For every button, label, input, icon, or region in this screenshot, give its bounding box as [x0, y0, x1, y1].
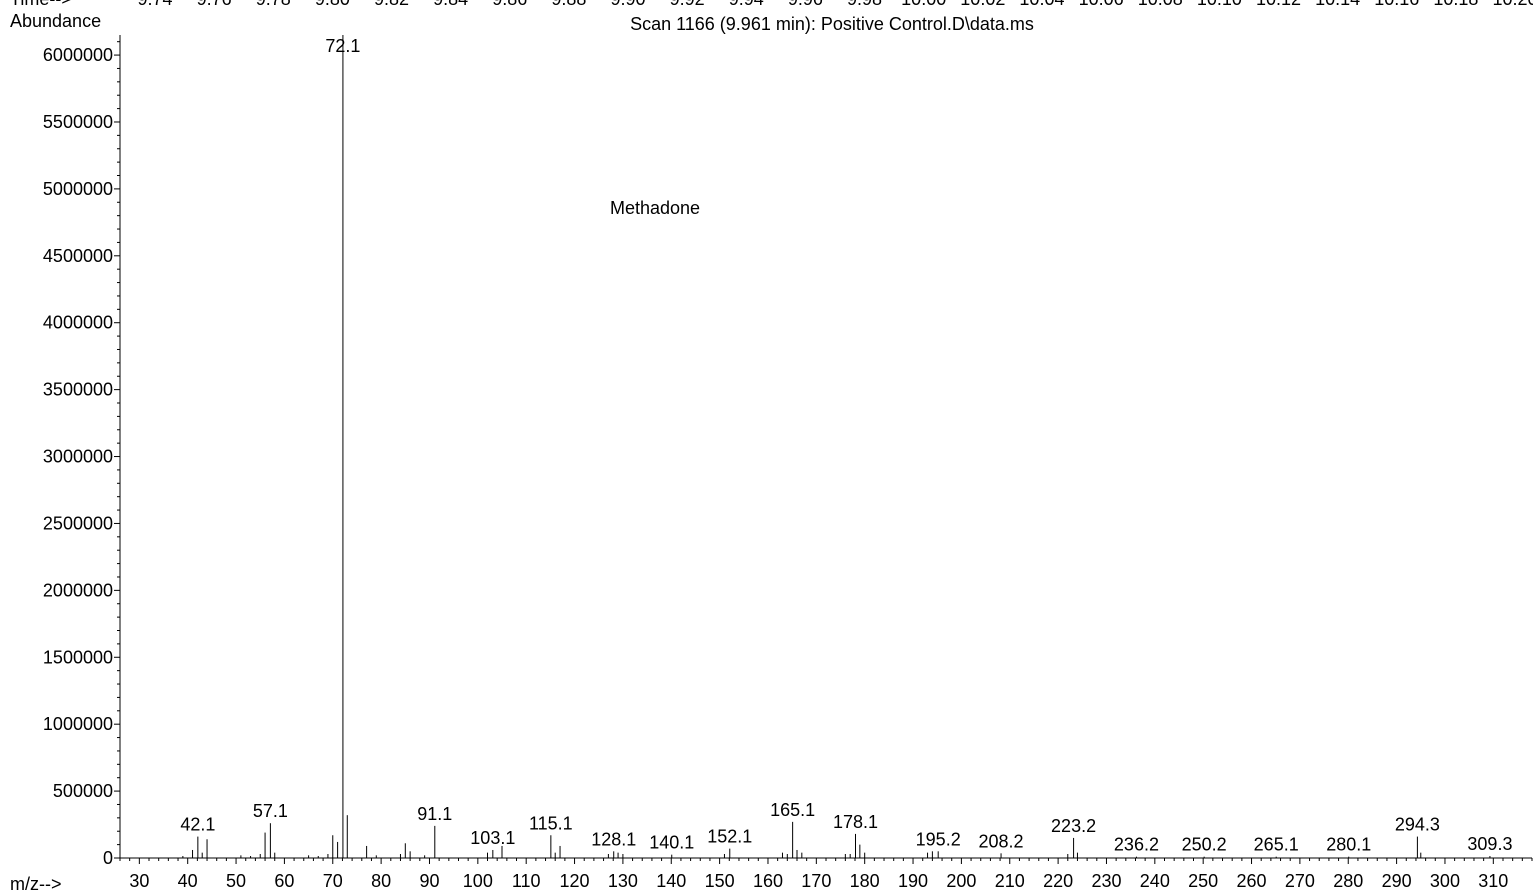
- x-tick-label: 280: [1333, 871, 1363, 891]
- x-tick-label: 180: [850, 871, 880, 891]
- x-tick-label: 310: [1478, 871, 1508, 891]
- y-axis-label: Abundance: [10, 11, 101, 31]
- x-tick-label: 160: [753, 871, 783, 891]
- x-tick-label: 70: [323, 871, 343, 891]
- peak-label: 280.1: [1326, 835, 1371, 855]
- x-tick-label: 190: [898, 871, 928, 891]
- y-ticks: 0 500000 1000000 1500000 2000000 2500000 30000…: [43, 41, 120, 868]
- x-tick-label: 260: [1237, 871, 1267, 891]
- y-tick-label: 1000000: [43, 714, 113, 734]
- time-tick-label: 10.08: [1138, 0, 1183, 9]
- time-tick-label: 10.18: [1433, 0, 1478, 9]
- x-tick-label: 170: [801, 871, 831, 891]
- time-tick-label: 10.06: [1079, 0, 1124, 9]
- y-tick-label: 500000: [53, 781, 113, 801]
- x-tick-label: 140: [656, 871, 686, 891]
- peak-label: 72.1: [325, 36, 360, 56]
- time-axis-label: Time-->: [10, 0, 72, 9]
- peak-label: 128.1: [591, 829, 636, 849]
- time-tick-label: 9.82: [374, 0, 409, 9]
- peak-label: 57.1: [253, 801, 288, 821]
- time-axis: Time--> 9.74 9.76 9.78 9.80 9.82 9.84 9.86 9.88…: [10, 0, 1533, 9]
- x-tick-label: 50: [226, 871, 246, 891]
- x-tick-label: 40: [178, 871, 198, 891]
- x-tick-label: 290: [1382, 871, 1412, 891]
- time-tick-label: 9.86: [492, 0, 527, 9]
- time-tick-label: 9.78: [256, 0, 291, 9]
- peak-label: 265.1: [1254, 835, 1299, 855]
- x-tick-label: 150: [705, 871, 735, 891]
- y-tick-label: 2500000: [43, 513, 113, 533]
- x-tick-label: 230: [1091, 871, 1121, 891]
- peak-label: 152.1: [707, 827, 752, 847]
- y-tick-label: 5000000: [43, 179, 113, 199]
- chart-title: Scan 1166 (9.961 min): Positive Control.…: [630, 14, 1034, 34]
- peak-label: 294.3: [1395, 815, 1440, 835]
- time-tick-label: 9.98: [847, 0, 882, 9]
- x-tick-label: 300: [1430, 871, 1460, 891]
- time-tick-label: 9.74: [137, 0, 172, 9]
- peak-label: 236.2: [1114, 835, 1159, 855]
- x-tick-label: 60: [274, 871, 294, 891]
- y-tick-label: 0: [103, 848, 113, 868]
- x-tick-label: 120: [560, 871, 590, 891]
- y-tick-label: 3000000: [43, 447, 113, 467]
- peak-label: 208.2: [979, 831, 1024, 851]
- x-tick-label: 270: [1285, 871, 1315, 891]
- time-tick-label: 10.02: [960, 0, 1005, 9]
- x-tick-label: 130: [608, 871, 638, 891]
- peak-label: 165.1: [770, 800, 815, 820]
- axes: [119, 35, 1532, 859]
- x-tick-label: 240: [1140, 871, 1170, 891]
- x-tick-label: 100: [463, 871, 493, 891]
- time-tick-label: 9.92: [670, 0, 705, 9]
- x-tick-label: 80: [371, 871, 391, 891]
- peak-label: 103.1: [470, 828, 515, 848]
- peak-labels: 42.1 57.1 72.1 91.1 103.1 115.1 128.1 140.1 152.…: [180, 36, 1512, 855]
- time-tick-label: 10.20: [1492, 0, 1533, 9]
- x-tick-label: 110: [512, 871, 541, 891]
- time-tick-label: 10.10: [1197, 0, 1242, 9]
- y-tick-label: 4000000: [43, 313, 113, 333]
- peak-label: 223.2: [1051, 816, 1096, 836]
- time-tick-label: 10.16: [1374, 0, 1419, 9]
- peak-label: 250.2: [1182, 835, 1227, 855]
- x-tick-label: 220: [1043, 871, 1073, 891]
- peak-label: 309.3: [1467, 834, 1512, 854]
- x-tick-label: 250: [1188, 871, 1218, 891]
- time-tick-label: 10.12: [1256, 0, 1301, 9]
- y-tick-label: 2000000: [43, 580, 113, 600]
- y-tick-label: 3500000: [43, 380, 113, 400]
- peak-label: 42.1: [180, 815, 215, 835]
- spectrum-peaks: [182, 35, 1491, 858]
- peak-label: 178.1: [833, 812, 878, 832]
- x-tick-label: 90: [419, 871, 439, 891]
- y-tick-label: 6000000: [43, 45, 113, 65]
- x-tick-label: 200: [946, 871, 976, 891]
- time-tick-label: 9.88: [551, 0, 586, 9]
- peak-label: 140.1: [649, 833, 694, 853]
- time-tick-label: 9.94: [729, 0, 764, 9]
- x-axis-label: m/z-->: [10, 874, 62, 894]
- time-tick-label: 10.00: [901, 0, 946, 9]
- x-ticks: 30 40 50 60 70 80 90 100 110 120 130 140 150 160 170 18…: [119, 858, 1533, 891]
- x-tick-label: 210: [995, 871, 1025, 891]
- y-tick-label: 5500000: [43, 112, 113, 132]
- time-tick-label: 9.84: [433, 0, 468, 9]
- x-tick-label: 30: [129, 871, 149, 891]
- time-tick-label: 9.80: [315, 0, 350, 9]
- peak-label: 91.1: [417, 804, 452, 824]
- time-tick-label: 9.96: [788, 0, 823, 9]
- time-tick-label: 10.04: [1019, 0, 1064, 9]
- compound-annotation: Methadone: [610, 198, 700, 218]
- y-tick-label: 1500000: [43, 647, 113, 667]
- peak-label: 195.2: [916, 829, 961, 849]
- time-tick-label: 10.14: [1315, 0, 1360, 9]
- peak-label: 115.1: [529, 813, 573, 833]
- time-tick-label: 9.90: [611, 0, 646, 9]
- y-tick-label: 4500000: [43, 246, 113, 266]
- time-tick-label: 9.76: [197, 0, 232, 9]
